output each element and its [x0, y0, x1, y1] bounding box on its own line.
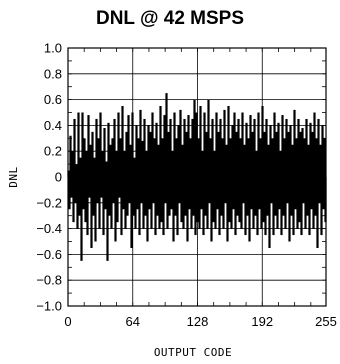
x-tick-label: 0 [64, 314, 71, 329]
y-tick-label: 0.8 [44, 66, 62, 81]
y-tick-label: −0.4 [36, 221, 62, 236]
y-tick-label: 0.6 [44, 92, 62, 107]
x-tick-labels: 0 64 128 192 255 [64, 314, 336, 329]
x-axis-label: OUTPUT CODE [154, 346, 232, 359]
y-tick-label: 0 [55, 170, 62, 185]
y-tick-label: 0.4 [44, 118, 62, 133]
y-tick-label: −0.2 [36, 195, 62, 210]
y-tick-label: 1.0 [44, 41, 62, 56]
x-tick-label: 255 [315, 314, 337, 329]
y-tick-label: −0.6 [36, 247, 62, 262]
y-tick-label: −0.8 [36, 273, 62, 288]
y-tick-label: −1.0 [36, 299, 62, 314]
plot-frame [67, 47, 327, 307]
y-axis-label: DNL [7, 166, 20, 187]
x-tick-label: 192 [251, 314, 273, 329]
x-tick-label: 128 [187, 314, 209, 329]
y-tick-labels: 1.0 0.8 0.6 0.4 0.2 0 −0.2 −0.4 −0.6 −0.8 −1.0 [36, 41, 62, 314]
bars [67, 93, 327, 261]
dnl-dense-band [70, 166, 324, 198]
chart-title: DNL @ 42 MSPS [96, 8, 244, 29]
y-tick-label: 0.2 [44, 144, 62, 159]
x-tick-label: 64 [126, 314, 140, 329]
